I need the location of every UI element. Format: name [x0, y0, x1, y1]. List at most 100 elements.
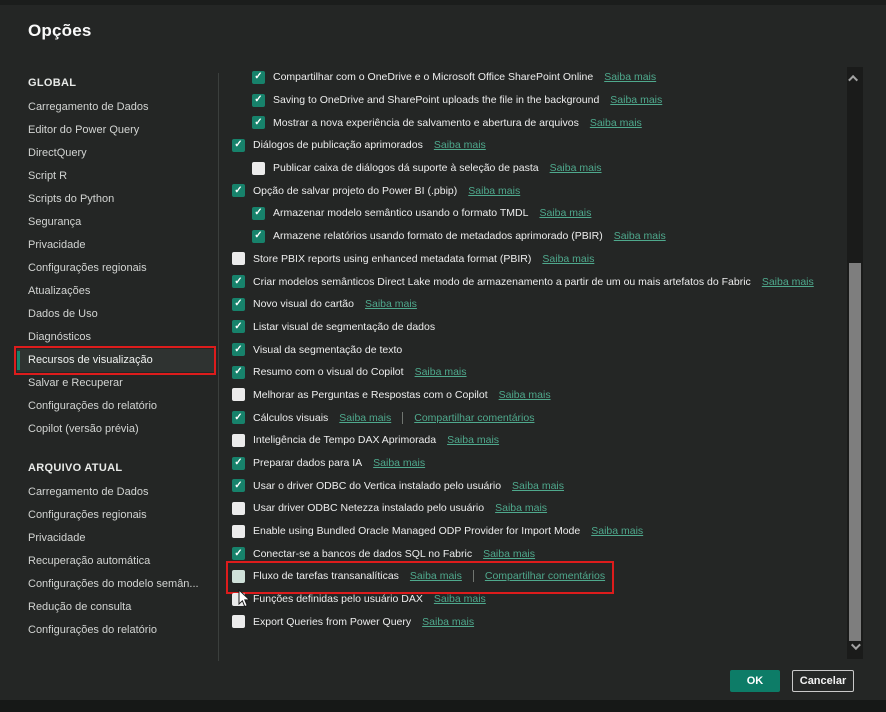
option-label: Compartilhar com o OneDrive e o Microsof…: [273, 71, 594, 84]
sidebar-content-divider: [218, 73, 219, 661]
sidebar-item[interactable]: Configurações regionais: [28, 262, 147, 274]
sidebar-item[interactable]: Configurações regionais: [28, 509, 147, 521]
checkbox[interactable]: ✓: [232, 479, 245, 493]
checkbox[interactable]: ✓: [252, 93, 265, 107]
option-row: ✓ Mostrar a nova experiência de salvament…: [252, 111, 642, 134]
checkbox[interactable]: [232, 388, 245, 402]
saiba-mais-link[interactable]: Saiba mais: [422, 615, 475, 628]
saiba-mais-link[interactable]: Saiba mais: [512, 479, 564, 492]
saiba-mais-link[interactable]: Saiba mais: [468, 184, 521, 197]
sidebar-item[interactable]: Recuperação automática: [28, 555, 151, 567]
saiba-mais-link[interactable]: Saiba mais: [433, 593, 486, 606]
options-dialog: Opções GLOBAL Carregamento de Dados Editor…: [0, 5, 886, 700]
checkbox[interactable]: ✓: [232, 320, 245, 334]
sidebar-item[interactable]: Recursos de visualização: [14, 346, 216, 375]
cancel-button[interactable]: Cancelar: [792, 670, 854, 692]
checkbox[interactable]: ✓: [252, 70, 265, 84]
checkbox[interactable]: ✓: [252, 116, 265, 130]
checkbox[interactable]: [232, 592, 245, 606]
checkbox[interactable]: ✓: [252, 206, 265, 220]
compartilhar-comentarios-link[interactable]: Compartilhar comentários: [484, 570, 606, 583]
saiba-mais-link[interactable]: Saiba mais: [613, 230, 666, 243]
sidebar-item[interactable]: Carregamento de Dados: [28, 486, 149, 498]
saiba-mais-link[interactable]: Saiba mais: [483, 547, 536, 560]
sidebar-item[interactable]: Configurações do relatório: [28, 400, 158, 412]
checkbox[interactable]: ✓: [252, 229, 265, 243]
option-label: Armazenar modelo semântico usando o form…: [273, 207, 529, 220]
option-label: Visual da segmentação de texto: [253, 343, 403, 356]
saiba-mais-link[interactable]: Saiba mais: [433, 139, 486, 152]
option-label: Listar visual de segmentação de dados: [253, 320, 436, 333]
sidebar-item[interactable]: DirectQuery: [28, 147, 87, 159]
sidebar-item[interactable]: Redução de consulta: [28, 601, 132, 613]
checkbox[interactable]: ✓: [232, 138, 245, 152]
saiba-mais-link[interactable]: Saiba mais: [414, 366, 467, 379]
checkbox[interactable]: [232, 252, 245, 266]
saiba-mais-link[interactable]: Saiba mais: [542, 252, 595, 265]
saiba-mais-link[interactable]: Saiba mais: [364, 298, 417, 311]
option-row: ✓ Novo visual do cartão Saiba mais: [232, 293, 417, 316]
sidebar-item[interactable]: Salvar e Recuperar: [28, 377, 123, 389]
sidebar-item[interactable]: Configurações do relatório: [28, 624, 158, 636]
option-row: ✓ Listar visual de segmentação de dados: [232, 316, 435, 339]
saiba-mais-link[interactable]: Saiba mais: [495, 502, 548, 515]
checkbox[interactable]: [252, 161, 265, 175]
checkbox[interactable]: [232, 569, 245, 583]
option-row: Enable using Bundled Oracle Managed ODP …: [232, 520, 643, 543]
vertical-scrollbar[interactable]: [847, 67, 863, 659]
checkbox[interactable]: [232, 524, 245, 538]
option-row: ✓ Visual da segmentação de texto: [232, 338, 402, 361]
checkbox[interactable]: [232, 615, 245, 629]
option-label: Inteligência de Tempo DAX Aprimorada: [253, 434, 437, 447]
sidebar-item[interactable]: Dados de Uso: [28, 308, 98, 320]
option-row: ✓ Saving to OneDrive and SharePoint uploa…: [252, 89, 662, 112]
saiba-mais-link[interactable]: Saiba mais: [409, 570, 462, 583]
checkbox[interactable]: [232, 501, 245, 515]
saiba-mais-link[interactable]: Saiba mais: [339, 411, 392, 424]
checkbox[interactable]: ✓: [232, 343, 245, 357]
saiba-mais-link[interactable]: Saiba mais: [591, 525, 644, 538]
checkbox[interactable]: ✓: [232, 411, 245, 425]
saiba-mais-link[interactable]: Saiba mais: [447, 434, 500, 447]
checkbox[interactable]: ✓: [232, 547, 245, 561]
checkbox[interactable]: [232, 433, 245, 447]
sidebar-item[interactable]: Editor do Power Query: [28, 124, 140, 136]
checkbox[interactable]: ✓: [232, 297, 245, 311]
saiba-mais-link[interactable]: Saiba mais: [604, 71, 657, 84]
sidebar-item[interactable]: Carregamento de Dados: [28, 101, 149, 113]
option-row: Store PBIX reports using enhanced metada…: [232, 248, 594, 271]
option-row: ✓ Conectar-se a bancos de dados SQL no Fa…: [232, 542, 535, 565]
option-label: Store PBIX reports using enhanced metada…: [253, 252, 532, 265]
saiba-mais-link[interactable]: Saiba mais: [498, 388, 551, 401]
saiba-mais-link[interactable]: Saiba mais: [761, 275, 814, 288]
checkbox[interactable]: ✓: [232, 184, 245, 198]
sidebar-item[interactable]: Privacidade: [28, 532, 86, 544]
checkbox[interactable]: ✓: [232, 275, 245, 289]
sidebar-item[interactable]: Atualizações: [28, 285, 91, 297]
option-label: Diálogos de publicação aprimorados: [253, 139, 423, 152]
sidebar-item[interactable]: Segurança: [28, 216, 82, 228]
saiba-mais-link[interactable]: Saiba mais: [373, 457, 426, 470]
saiba-mais-link[interactable]: Saiba mais: [610, 94, 663, 107]
saiba-mais-link[interactable]: Saiba mais: [539, 207, 592, 220]
option-row: ✓ Resumo com o visual do Copilot Saiba mai…: [232, 361, 467, 384]
sidebar-item[interactable]: Privacidade: [28, 239, 86, 251]
sidebar-item[interactable]: Script R: [28, 170, 68, 182]
option-label: Funções definidas pelo usuário DAX: [253, 593, 423, 606]
scrollbar-thumb[interactable]: [849, 263, 861, 641]
scroll-down-icon[interactable]: [850, 640, 861, 651]
options-list: ✓ Compartilhar com o OneDrive e o Microso…: [225, 66, 832, 633]
compartilhar-comentarios-link[interactable]: Compartilhar comentários: [414, 411, 535, 424]
sidebar-item[interactable]: Scripts do Python: [28, 193, 115, 205]
saiba-mais-link[interactable]: Saiba mais: [549, 162, 602, 175]
option-row: ✓ Opção de salvar projeto do Power BI (.p…: [232, 179, 520, 202]
saiba-mais-link[interactable]: Saiba mais: [589, 116, 642, 129]
checkbox[interactable]: ✓: [232, 456, 245, 470]
sidebar-item[interactable]: Configurações do modelo semân...: [28, 578, 199, 590]
option-label: Fluxo de tarefas transanalíticas: [253, 570, 399, 583]
ok-button[interactable]: OK: [730, 670, 780, 692]
checkbox[interactable]: ✓: [232, 365, 245, 379]
scroll-up-icon[interactable]: [848, 74, 859, 85]
sidebar-item[interactable]: Copilot (versão prévia): [28, 423, 139, 435]
sidebar-item[interactable]: Diagnósticos: [28, 331, 91, 343]
